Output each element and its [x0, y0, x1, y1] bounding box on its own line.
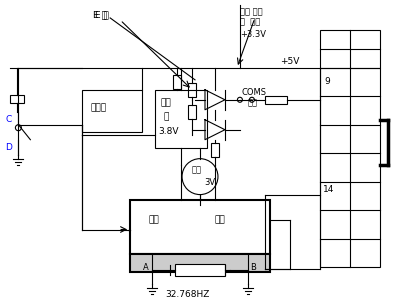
- Text: 主供: 主供: [160, 98, 171, 107]
- Bar: [10, 95, 24, 103]
- Text: 9: 9: [325, 77, 330, 86]
- Text: 32.768HZ: 32.768HZ: [165, 290, 210, 299]
- Bar: [173, 75, 181, 89]
- Text: 3.8V: 3.8V: [158, 127, 178, 136]
- Bar: [320, 68, 380, 267]
- Bar: [188, 105, 196, 119]
- Text: 帽子: 帽子: [248, 98, 258, 107]
- Text: 门电路: 门电路: [90, 103, 106, 112]
- Text: E 点: E 点: [95, 11, 109, 20]
- Bar: [130, 254, 270, 272]
- Text: 14: 14: [323, 185, 334, 194]
- Text: 管  来是: 管 来是: [240, 17, 260, 26]
- Text: +3.3V: +3.3V: [240, 30, 266, 39]
- Bar: [130, 200, 270, 254]
- Text: D: D: [6, 143, 12, 152]
- Text: 南桥: 南桥: [148, 215, 159, 224]
- Text: 3V: 3V: [204, 178, 215, 187]
- Bar: [211, 143, 219, 157]
- Bar: [82, 90, 142, 132]
- Bar: [320, 30, 380, 68]
- Text: A: A: [143, 263, 149, 272]
- Text: 二极 供出: 二极 供出: [240, 8, 262, 16]
- Text: 触发: 触发: [215, 215, 226, 224]
- Text: C: C: [6, 115, 12, 124]
- Bar: [175, 264, 225, 276]
- Bar: [265, 96, 287, 104]
- Text: 电池: 电池: [192, 165, 202, 174]
- Text: +5V: +5V: [280, 57, 299, 66]
- Text: 电: 电: [163, 112, 168, 121]
- Text: COMS: COMS: [242, 88, 267, 97]
- Bar: [188, 83, 196, 97]
- Text: E 点: E 点: [93, 11, 107, 20]
- Bar: [155, 90, 207, 148]
- Text: B: B: [250, 263, 256, 272]
